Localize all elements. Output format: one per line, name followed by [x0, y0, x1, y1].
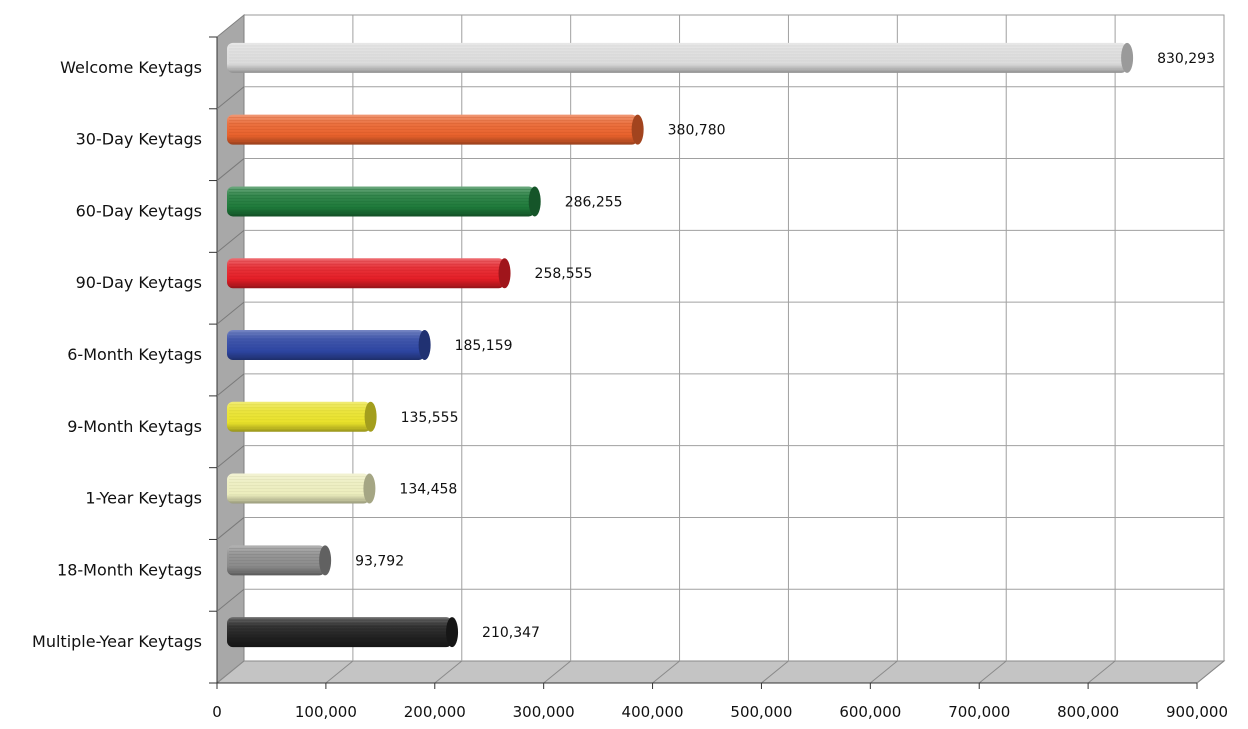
bar-end-cap [363, 473, 376, 504]
wall-gridline [216, 445, 245, 469]
x-tick-label: 100,000 [295, 703, 357, 721]
bar [227, 330, 431, 360]
grid-lines [209, 15, 1225, 689]
value-label: 185,159 [455, 338, 513, 354]
x-tick-labels: 0 100,000 200,000 300,000 400,000 500,000 600,… [212, 703, 1228, 721]
x-tick-label: 800,000 [1057, 703, 1119, 721]
value-label: 380,780 [668, 123, 726, 139]
category-label: 9-Month Keytags [67, 417, 202, 436]
bar-end-cap [418, 330, 431, 360]
bar [227, 545, 332, 576]
wall-gridline [216, 517, 245, 540]
bar [227, 42, 1134, 73]
floor-gridline [1196, 660, 1225, 684]
wall-gridline [216, 373, 245, 397]
category-label: 30-Day Keytags [76, 130, 202, 149]
wall-gridline [216, 588, 245, 612]
bar [227, 401, 377, 432]
floor-gridline [325, 660, 354, 684]
value-label: 210,347 [482, 625, 540, 641]
x-tick-label: 400,000 [622, 703, 684, 721]
category-label: 60-Day Keytags [76, 201, 202, 220]
bar [227, 114, 644, 145]
floor-gridline [870, 660, 898, 684]
x-tick-label: 0 [212, 703, 222, 721]
bar-end-cap [446, 617, 459, 648]
floor-gridline [978, 660, 1007, 684]
floor-gridline [543, 660, 571, 684]
bars [227, 42, 1134, 648]
category-label: 1-Year Keytags [85, 489, 202, 508]
category-label: Welcome Keytags [60, 58, 202, 77]
wall-gridline [216, 86, 245, 110]
bar-end-cap [319, 545, 332, 576]
floor-gridline [652, 660, 680, 684]
x-tick-label: 500,000 [730, 703, 792, 721]
wall-gridline [216, 301, 245, 325]
floor-gridline [1087, 660, 1116, 684]
value-label: 286,255 [565, 194, 623, 210]
bar [227, 258, 511, 289]
x-tick-label: 900,000 [1166, 703, 1228, 721]
bar-end-cap [498, 258, 511, 289]
value-label: 134,458 [399, 482, 457, 498]
category-label: 18-Month Keytags [57, 560, 202, 579]
bar-end-cap [631, 114, 644, 145]
x-tick-label: 700,000 [948, 703, 1010, 721]
bar [227, 186, 541, 217]
x-tick-label: 200,000 [404, 703, 466, 721]
value-label: 135,555 [401, 410, 459, 426]
value-labels: 830,293 380,780 286,255 258,555 185,159 135,5… [355, 51, 1215, 641]
bar [227, 617, 459, 648]
value-label: 93,792 [355, 553, 404, 569]
category-labels: Welcome Keytags 30-Day Keytags 60-Day Keyt… [32, 58, 202, 651]
category-label: 90-Day Keytags [76, 273, 202, 292]
bar-end-cap [528, 186, 541, 217]
value-label: 830,293 [1157, 51, 1215, 67]
bar-end-cap [1121, 42, 1134, 73]
floor [215, 660, 1226, 684]
wall-gridline [216, 158, 245, 181]
wall-gridline [216, 229, 245, 253]
floor-gridline [216, 660, 245, 684]
bar-end-cap [364, 401, 377, 432]
value-label: 258,555 [535, 266, 593, 282]
x-tick-label: 600,000 [839, 703, 901, 721]
x-tick-label: 300,000 [513, 703, 575, 721]
category-label: Multiple-Year Keytags [32, 632, 202, 651]
category-label: 6-Month Keytags [67, 345, 202, 364]
bar [227, 473, 376, 504]
floor-gridline [761, 660, 789, 684]
floor-gridline [434, 660, 463, 684]
